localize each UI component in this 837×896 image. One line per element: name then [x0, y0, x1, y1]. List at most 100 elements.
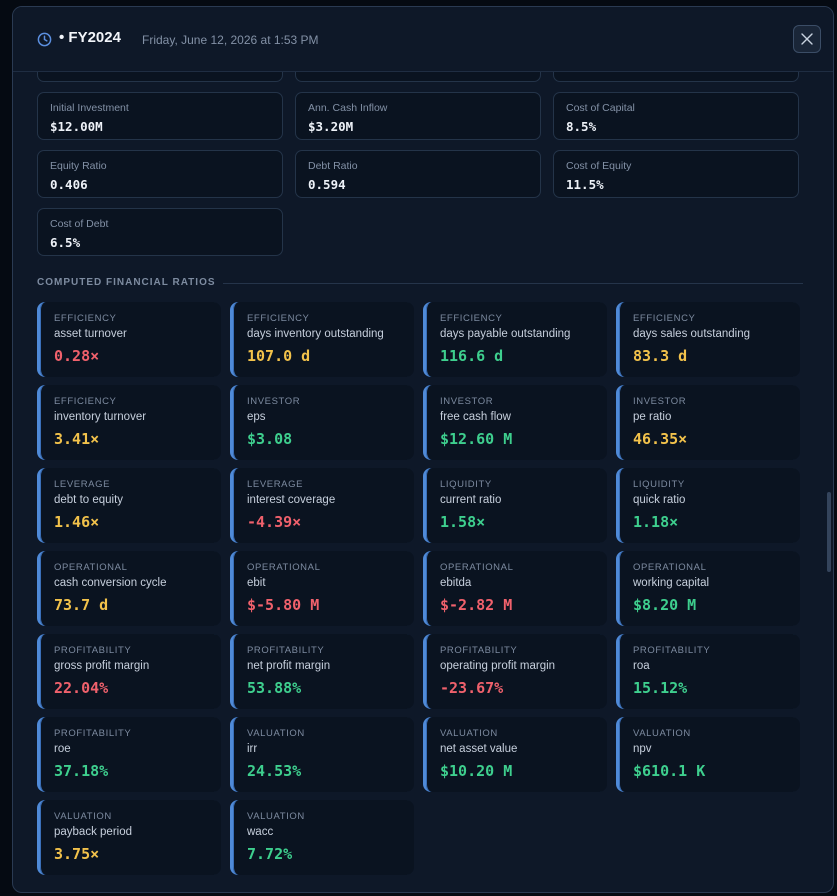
- section-title: COMPUTED FINANCIAL RATIOS: [37, 277, 216, 288]
- ratio-value: -23.67%: [440, 679, 504, 697]
- period-title: • FY2024: [59, 29, 121, 46]
- ratio-value: $-2.82 M: [440, 596, 513, 614]
- input-card: Debt Ratio 0.594: [295, 150, 541, 198]
- ratio-card: OPERATIONAL cash conversion cycle 73.7 d: [37, 551, 221, 626]
- ratio-value: 107.0 d: [247, 347, 311, 365]
- input-card: Cost of Capital 8.5%: [553, 92, 799, 140]
- ratio-value: 3.75×: [54, 845, 100, 863]
- ratio-card: PROFITABILITY roa 15.12%: [616, 634, 800, 709]
- ratio-value: 46.35×: [633, 430, 688, 448]
- ratio-value: 37.18%: [54, 762, 109, 780]
- ratio-value: $10.20 M: [440, 762, 513, 780]
- ratio-card: VALUATION payback period 3.75×: [37, 800, 221, 875]
- input-label: Debt Ratio: [308, 160, 358, 172]
- ratio-name: asset turnover: [54, 328, 127, 340]
- close-button[interactable]: [793, 25, 821, 53]
- input-card: Initial Investment $12.00M: [37, 92, 283, 140]
- section-divider: [223, 283, 803, 284]
- ratio-value: 53.88%: [247, 679, 302, 697]
- ratio-category: INVESTOR: [633, 396, 687, 407]
- ratio-value: $610.1 K: [633, 762, 706, 780]
- ratio-card: PROFITABILITY roe 37.18%: [37, 717, 221, 792]
- ratio-category: LIQUIDITY: [633, 479, 685, 490]
- ratio-category: VALUATION: [54, 811, 112, 822]
- ratio-name: gross profit margin: [54, 660, 150, 672]
- ratio-name: ebit: [247, 577, 266, 589]
- ratio-card: PROFITABILITY net profit margin 53.88%: [230, 634, 414, 709]
- ratio-value: 7.72%: [247, 845, 293, 863]
- ratio-card: OPERATIONAL working capital $8.20 M: [616, 551, 800, 626]
- input-value: 6.5%: [50, 235, 81, 250]
- clock-icon: [37, 32, 52, 47]
- ratio-card: VALUATION irr 24.53%: [230, 717, 414, 792]
- ratio-category: LEVERAGE: [247, 479, 304, 490]
- ratio-category: EFFICIENCY: [54, 396, 117, 407]
- modal-scroll-area[interactable]: Initial Investment $12.00M Ann. Cash Inflo…: [13, 34, 833, 892]
- scrollbar[interactable]: [827, 492, 831, 572]
- ratio-category: OPERATIONAL: [54, 562, 128, 573]
- ratio-value: 73.7 d: [54, 596, 109, 614]
- ratio-card: EFFICIENCY days inventory outstanding 107.…: [230, 302, 414, 377]
- financial-ratios-modal: • FY2024 Friday, June 12, 2026 at 1:53 P…: [12, 6, 834, 893]
- ratio-card: LIQUIDITY current ratio 1.58×: [423, 468, 607, 543]
- ratio-name: payback period: [54, 826, 132, 838]
- ratio-name: npv: [633, 743, 652, 755]
- ratio-value: 22.04%: [54, 679, 109, 697]
- ratio-category: PROFITABILITY: [54, 645, 132, 656]
- ratio-card: VALUATION net asset value $10.20 M: [423, 717, 607, 792]
- ratio-value: 3.41×: [54, 430, 100, 448]
- ratio-name: roe: [54, 743, 71, 755]
- ratio-name: operating profit margin: [440, 660, 556, 672]
- ratio-name: quick ratio: [633, 494, 686, 506]
- ratio-value: 24.53%: [247, 762, 302, 780]
- ratio-card: INVESTOR free cash flow $12.60 M: [423, 385, 607, 460]
- ratio-card: PROFITABILITY gross profit margin 22.04%: [37, 634, 221, 709]
- modal-header: • FY2024 Friday, June 12, 2026 at 1:53 P…: [13, 7, 833, 72]
- input-label: Ann. Cash Inflow: [308, 102, 388, 114]
- ratio-card: VALUATION npv $610.1 K: [616, 717, 800, 792]
- ratio-name: cash conversion cycle: [54, 577, 167, 589]
- ratio-card: OPERATIONAL ebitda $-2.82 M: [423, 551, 607, 626]
- ratio-name: debt to equity: [54, 494, 124, 506]
- input-value: $12.00M: [50, 119, 103, 134]
- input-card: Cost of Debt 6.5%: [37, 208, 283, 256]
- input-value: 8.5%: [566, 119, 597, 134]
- ratio-value: $3.08: [247, 430, 293, 448]
- input-value: 11.5%: [566, 177, 604, 192]
- input-card: Equity Ratio 0.406: [37, 150, 283, 198]
- ratio-card: INVESTOR pe ratio 46.35×: [616, 385, 800, 460]
- ratio-category: EFFICIENCY: [247, 313, 310, 324]
- ratio-value: 15.12%: [633, 679, 688, 697]
- ratio-name: eps: [247, 411, 266, 423]
- ratio-value: $12.60 M: [440, 430, 513, 448]
- ratio-category: LEVERAGE: [54, 479, 111, 490]
- ratio-card: OPERATIONAL ebit $-5.80 M: [230, 551, 414, 626]
- ratio-card: EFFICIENCY days payable outstanding 116.6 …: [423, 302, 607, 377]
- ratio-category: PROFITABILITY: [633, 645, 711, 656]
- input-label: Cost of Equity: [566, 160, 632, 172]
- ratio-name: wacc: [247, 826, 274, 838]
- ratio-name: roa: [633, 660, 650, 672]
- ratio-value: $-5.80 M: [247, 596, 320, 614]
- ratio-value: $8.20 M: [633, 596, 697, 614]
- ratio-category: VALUATION: [247, 811, 305, 822]
- ratio-category: VALUATION: [247, 728, 305, 739]
- input-card: Cost of Equity 11.5%: [553, 150, 799, 198]
- ratio-card: LEVERAGE interest coverage -4.39×: [230, 468, 414, 543]
- ratio-category: VALUATION: [633, 728, 691, 739]
- ratio-category: EFFICIENCY: [633, 313, 696, 324]
- ratio-category: VALUATION: [440, 728, 498, 739]
- ratio-card: VALUATION wacc 7.72%: [230, 800, 414, 875]
- input-label: Initial Investment: [50, 102, 129, 114]
- ratio-category: OPERATIONAL: [247, 562, 321, 573]
- ratio-category: PROFITABILITY: [440, 645, 518, 656]
- ratio-name: days payable outstanding: [440, 328, 571, 340]
- ratio-name: pe ratio: [633, 411, 672, 423]
- ratio-card: EFFICIENCY inventory turnover 3.41×: [37, 385, 221, 460]
- ratio-name: inventory turnover: [54, 411, 147, 423]
- ratio-value: 1.46×: [54, 513, 100, 531]
- input-label: Equity Ratio: [50, 160, 107, 172]
- ratio-name: days inventory outstanding: [247, 328, 384, 340]
- ratio-category: LIQUIDITY: [440, 479, 492, 490]
- ratio-category: PROFITABILITY: [247, 645, 325, 656]
